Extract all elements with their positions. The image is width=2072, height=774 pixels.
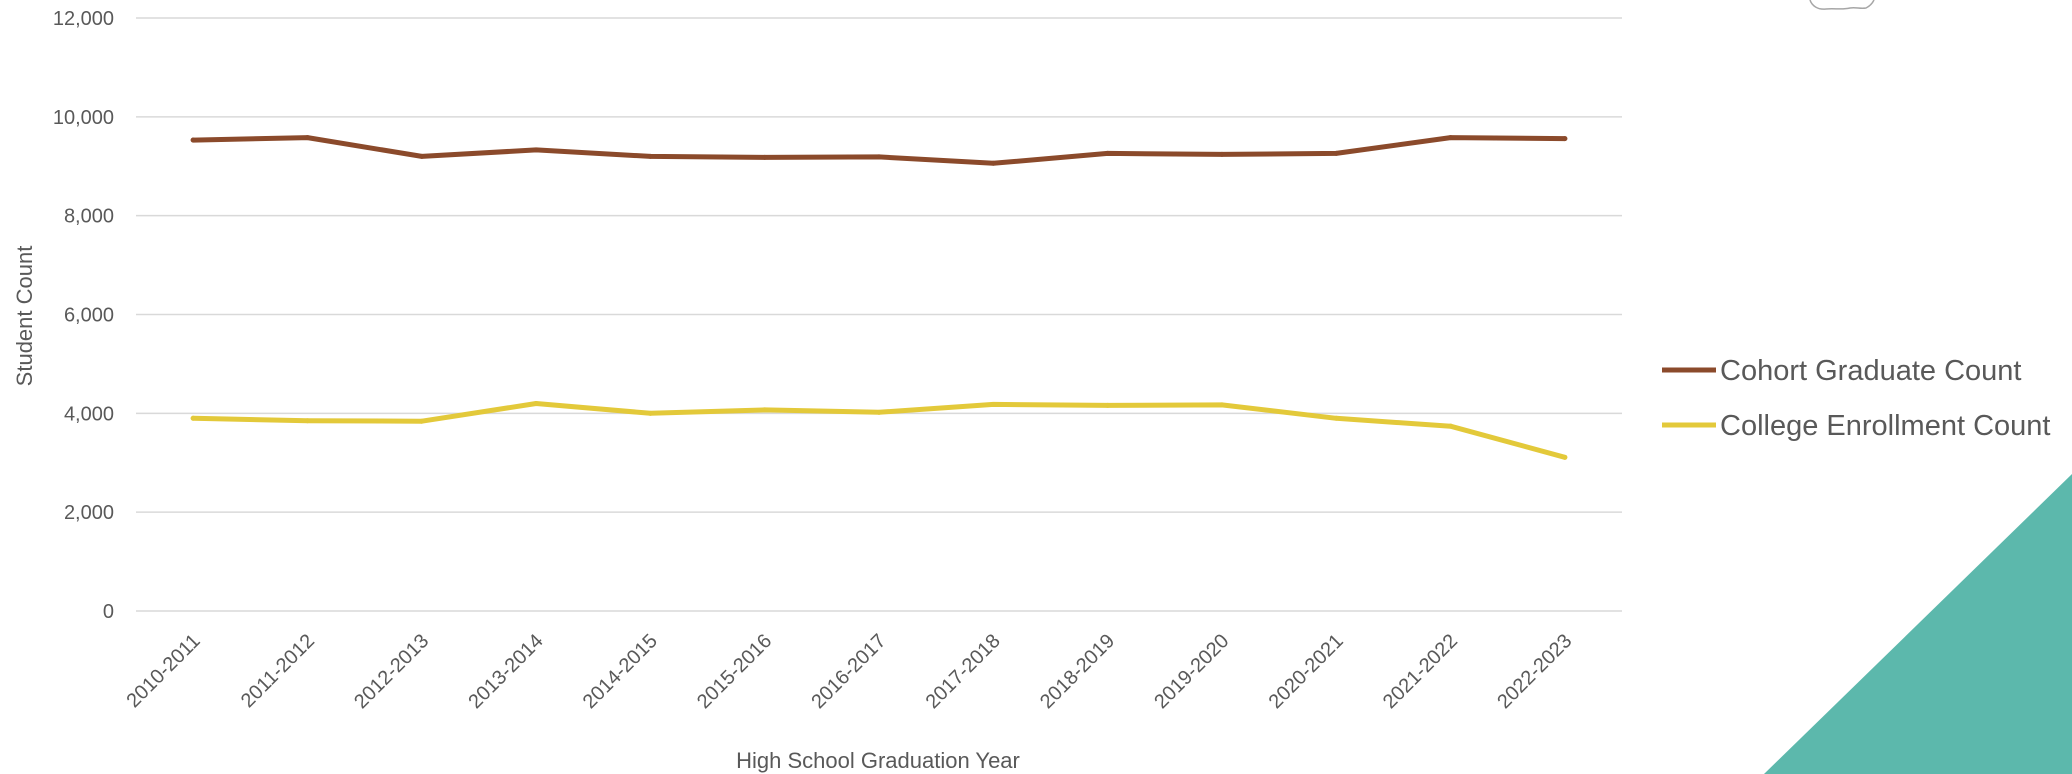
data-point [419,418,425,424]
data-point [1562,454,1568,460]
x-tick-label: 2016-2017 [807,630,890,713]
data-point [419,153,425,159]
data-point [533,400,539,406]
y-tick-label: 2,000 [64,502,114,524]
x-tick-label: 2021-2022 [1379,630,1462,713]
data-point [1219,402,1225,408]
data-point [1219,151,1225,157]
series-lines [190,135,1568,460]
data-point [1562,136,1568,142]
data-point [1333,150,1339,156]
teal-corner-decoration [1764,474,2072,774]
data-point [647,153,653,159]
x-axis-ticks: 2010-2011 2011-2012 2012-2013 2013-2014 2014… [123,630,1577,713]
data-point [533,147,539,153]
data-point [762,407,768,413]
y-axis-ticks: 0 2,000 4,000 6,000 8,000 10,000 12,000 [53,8,114,623]
data-point [304,135,310,141]
y-tick-label: 10,000 [53,107,114,129]
y-tick-label: 12,000 [53,8,114,30]
data-point [990,401,996,407]
data-point [762,154,768,160]
x-tick-label: 2011-2012 [237,630,319,712]
legend: Cohort Graduate Count College Enrollment … [1662,355,2050,442]
x-tick-label: 2010-2011 [123,630,205,712]
data-point [304,418,310,424]
data-point [1105,150,1111,156]
data-point [1448,135,1454,141]
y-tick-label: 4,000 [64,403,114,425]
x-tick-label: 2013-2014 [464,630,547,713]
data-point [990,160,996,166]
data-point [190,137,196,143]
legend-label: College Enrollment Count [1720,410,2050,442]
logo-fragment-icon [1809,0,1875,10]
x-tick-label: 2020-2021 [1265,630,1348,713]
data-point [190,415,196,421]
data-point [1333,415,1339,421]
x-tick-label: 2017-2018 [922,630,1005,713]
series-line-0 [190,135,1568,166]
data-point [1105,402,1111,408]
x-tick-label: 2015-2016 [693,630,776,713]
x-tick-label: 2019-2020 [1150,630,1233,713]
y-tick-label: 6,000 [64,305,114,327]
x-tick-label: 2014-2015 [579,630,662,713]
y-tick-label: 8,000 [64,206,114,228]
data-point [876,154,882,160]
x-tick-label: 2012-2013 [350,630,433,713]
y-axis-title: Student Count [12,246,37,387]
x-tick-label: 2018-2019 [1036,630,1119,713]
data-point [1448,423,1454,429]
y-tick-label: 0 [103,601,114,623]
x-tick-label: 2022-2023 [1493,630,1576,713]
data-point [647,410,653,416]
x-axis-title: High School Graduation Year [736,748,1020,773]
gridlines [136,17,1622,612]
data-point [876,409,882,415]
legend-label: Cohort Graduate Count [1720,355,2021,387]
